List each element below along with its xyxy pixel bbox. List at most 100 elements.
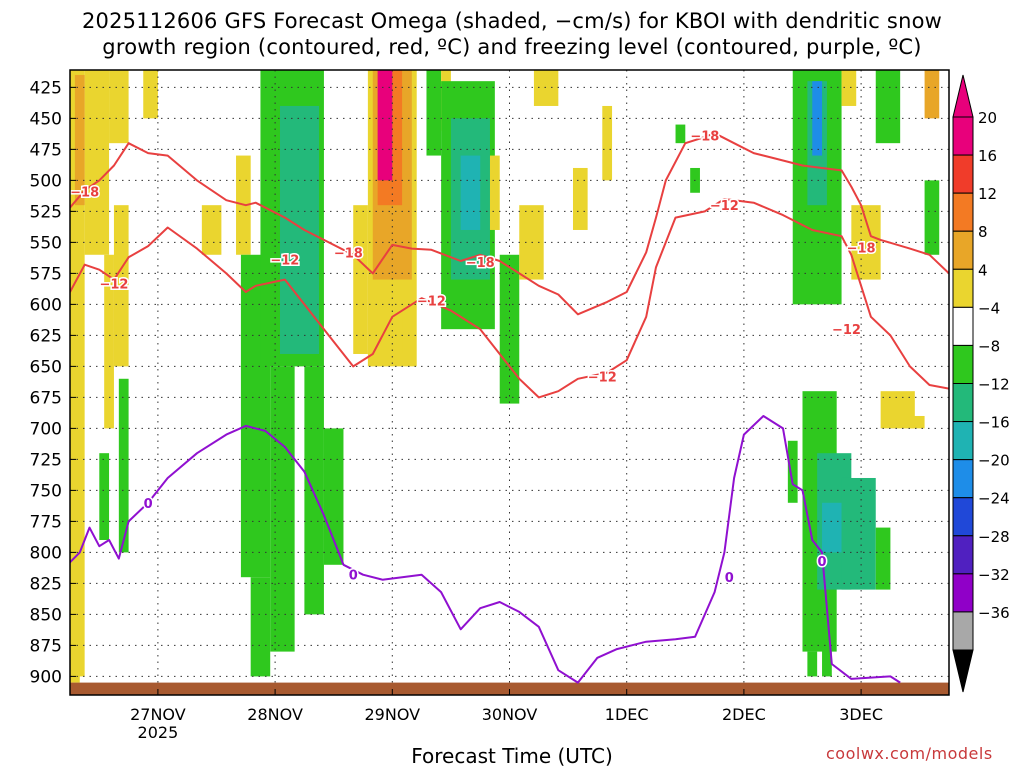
colorbar-label-0: 20 bbox=[978, 109, 997, 127]
colorbar-bottom-arrow bbox=[952, 649, 974, 693]
omega-region-17 bbox=[323, 428, 344, 565]
contour-label-9: −18 bbox=[847, 241, 876, 256]
x-tick-label-3: 30NOV bbox=[482, 705, 538, 724]
y-tick-label-18: 875 bbox=[30, 636, 62, 656]
y-tick-label-6: 575 bbox=[30, 264, 62, 284]
omega-region-18 bbox=[353, 205, 368, 354]
omega-region-14 bbox=[250, 577, 271, 677]
omega-region-4 bbox=[109, 70, 129, 144]
x-axis-title: Forecast Time (UTC) bbox=[411, 744, 613, 768]
y-axis: 425 450 475 500 525 550 575 600 625 650 675 700 725 7… bbox=[30, 78, 76, 687]
contour-label-5: −12 bbox=[417, 295, 446, 310]
contour-label-14: 0 bbox=[818, 555, 827, 570]
omega-region-28 bbox=[460, 155, 481, 230]
colorbar-swatch-6 bbox=[952, 344, 974, 384]
colorbar-label-8: −16 bbox=[978, 414, 1010, 432]
y-tick-label-7: 600 bbox=[30, 295, 62, 315]
colorbar-swatch-8 bbox=[952, 421, 974, 461]
y-tick-label-15: 800 bbox=[30, 543, 62, 563]
colorbar-label-2: 12 bbox=[978, 185, 997, 203]
omega-region-33 bbox=[572, 167, 588, 230]
y-tick-label-1: 450 bbox=[30, 109, 62, 129]
colorbar-label-4: 4 bbox=[978, 261, 988, 279]
colorbar-label-5: −4 bbox=[978, 299, 1000, 317]
y-tick-label-11: 700 bbox=[30, 419, 62, 439]
omega-region-44 bbox=[924, 70, 940, 119]
contour-label-11: 0 bbox=[144, 497, 153, 512]
omega-region-15 bbox=[270, 366, 295, 652]
omega-region-31 bbox=[519, 205, 544, 280]
x-tick-label-4: 1DEC bbox=[605, 705, 649, 724]
contour-label-12: 0 bbox=[349, 569, 358, 584]
y-tick-label-9: 650 bbox=[30, 357, 62, 377]
colorbar-swatch-3 bbox=[952, 230, 974, 270]
colorbar-swatch-11 bbox=[952, 535, 974, 575]
colorbar-label-3: 8 bbox=[978, 223, 988, 241]
colorbar-swatch-2 bbox=[952, 192, 974, 232]
y-tick-label-13: 750 bbox=[30, 481, 62, 501]
omega-region-29 bbox=[489, 155, 500, 230]
omega-region-13 bbox=[279, 105, 320, 354]
x-tick-label-2: 29NOV bbox=[365, 705, 421, 724]
x-tick-sublabel-0: 2025 bbox=[138, 723, 179, 740]
colorbar-swatch-4 bbox=[952, 268, 974, 308]
colorbar-label-10: −24 bbox=[978, 490, 1010, 508]
omega-region-34 bbox=[602, 105, 613, 181]
colorbar-swatch-13 bbox=[952, 611, 974, 651]
colorbar-label-11: −28 bbox=[978, 528, 1010, 546]
y-tick-label-8: 625 bbox=[30, 326, 62, 346]
omega-region-46 bbox=[880, 391, 915, 429]
colorbar: 20 16 12 8 4 −4 −8 −12 −16 −20 −24 −28 −32 −36 bbox=[952, 74, 1010, 693]
omega-region-3 bbox=[104, 254, 114, 429]
y-tick-label-12: 725 bbox=[30, 450, 62, 470]
omega-region-22 bbox=[377, 70, 393, 181]
contour-label-1: −12 bbox=[99, 277, 128, 292]
terrain-fill bbox=[70, 682, 949, 695]
y-tick-label-14: 775 bbox=[30, 512, 62, 532]
colorbar-swatch-9 bbox=[952, 459, 974, 499]
site-credit: coolwx.com/models bbox=[826, 744, 993, 763]
y-tick-label-10: 675 bbox=[30, 388, 62, 408]
x-tick-label-6: 3DEC bbox=[839, 705, 883, 724]
colorbar-swatch-7 bbox=[952, 383, 974, 423]
colorbar-swatch-12 bbox=[952, 573, 974, 613]
omega-region-52 bbox=[875, 527, 891, 590]
contour-label-8: −12 bbox=[710, 199, 739, 214]
omega-region-16 bbox=[304, 366, 324, 615]
y-tick-label-2: 475 bbox=[30, 140, 62, 160]
omega-region-37 bbox=[787, 440, 798, 503]
omega-region-9 bbox=[201, 205, 222, 255]
omega-region-24 bbox=[426, 70, 442, 156]
contour-label-4: −18 bbox=[466, 256, 495, 271]
omega-region-54 bbox=[822, 639, 832, 677]
contour-label-7: −18 bbox=[690, 130, 719, 145]
omega-region-0 bbox=[70, 70, 85, 677]
colorbar-swatch-1 bbox=[952, 154, 974, 194]
contour-label-0: −18 bbox=[70, 186, 99, 201]
contour-label-13: 0 bbox=[725, 571, 734, 586]
terrain-layer bbox=[70, 682, 949, 695]
freezing-level-contour bbox=[70, 415, 901, 684]
omega-region-5 bbox=[113, 205, 129, 367]
omega-region-55 bbox=[70, 639, 80, 683]
dgz-minus12-contour bbox=[70, 198, 949, 399]
omega-region-8 bbox=[143, 70, 158, 119]
omega-region-23 bbox=[387, 304, 403, 354]
chart-title-line-1: 2025112606 GFS Forecast Omega (shaded, −… bbox=[81, 9, 943, 33]
colorbar-label-7: −12 bbox=[978, 376, 1010, 394]
x-tick-label-1: 28NOV bbox=[247, 705, 303, 724]
omega-region-2 bbox=[74, 74, 85, 206]
omega-region-32 bbox=[533, 70, 559, 106]
colorbar-swatch-0 bbox=[952, 116, 974, 156]
contour-label-3: −18 bbox=[334, 246, 363, 261]
y-tick-label-17: 850 bbox=[30, 605, 62, 625]
y-tick-label-4: 525 bbox=[30, 202, 62, 222]
y-tick-label-19: 900 bbox=[30, 667, 62, 687]
colorbar-label-13: −36 bbox=[978, 604, 1010, 622]
colorbar-label-12: −32 bbox=[978, 566, 1010, 584]
omega-region-51 bbox=[841, 477, 876, 590]
omega-region-30 bbox=[499, 254, 520, 404]
omega-region-47 bbox=[924, 180, 940, 255]
